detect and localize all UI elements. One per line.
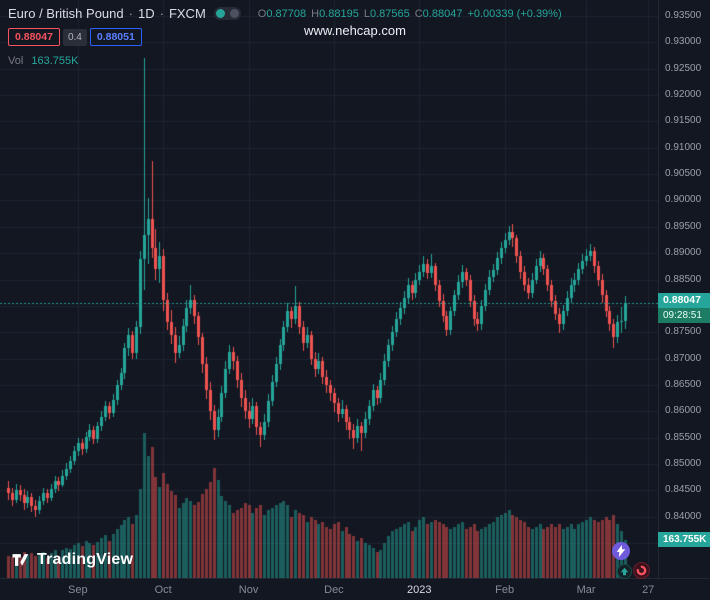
candlestick-chart-canvas[interactable] xyxy=(0,0,658,578)
volume-label[interactable]: Vol xyxy=(8,55,24,67)
price-tick-label: 0.85000 xyxy=(665,457,702,469)
price-tick-label: 0.90000 xyxy=(665,194,702,206)
price-axis[interactable]: 0.93500 0.93000 0.92500 0.92000 0.91500 0.910… xyxy=(658,0,710,578)
volume-value: 163.755K xyxy=(31,55,79,67)
time-tick-label: Oct xyxy=(154,584,172,596)
price-tick-label: 0.93000 xyxy=(665,36,702,48)
time-tick-label: 27 xyxy=(642,584,655,596)
ohlc-values: O0.87708 H0.88195 L0.87565 C0.88047 +0.0… xyxy=(258,8,562,20)
price-tick-label: 0.84000 xyxy=(665,510,702,522)
high-label: H xyxy=(311,7,320,20)
separator-dot: · xyxy=(159,6,164,21)
tradingview-logo-text: TradingView xyxy=(37,551,134,568)
tradingview-glyph-icon xyxy=(12,554,29,566)
time-tick-label: 2023 xyxy=(407,584,432,596)
chart-legend: Euro / British Pound · 1D · FXCM O0.8770… xyxy=(8,6,562,67)
sell-button[interactable]: 0.88047 xyxy=(8,28,60,46)
interval-label[interactable]: 1D xyxy=(137,6,155,21)
low-label: L xyxy=(363,7,370,20)
price-tick-label: 0.85500 xyxy=(665,431,702,443)
watermark-link[interactable]: www.nehcap.com xyxy=(304,23,406,38)
status-dot-on-icon xyxy=(215,9,225,18)
price-tick-label: 0.89000 xyxy=(665,247,702,259)
price-tick-label: 0.93500 xyxy=(665,10,702,21)
market-status-toggle[interactable] xyxy=(213,7,241,20)
buy-button[interactable]: 0.88051 xyxy=(89,28,142,46)
price-tick-label: 0.87500 xyxy=(665,326,702,338)
boost-button[interactable] xyxy=(612,542,630,560)
volume-row: Vol 163.755K xyxy=(8,55,562,67)
price-tick-label: 0.91000 xyxy=(665,141,702,153)
symbol-title[interactable]: Euro / British Pound xyxy=(8,6,124,21)
time-tick-label: Mar xyxy=(576,584,596,596)
lightning-icon xyxy=(616,545,626,557)
price-tick-label: 0.84500 xyxy=(665,484,702,496)
price-tick-label: 0.91500 xyxy=(665,115,702,127)
donut-chart-icon xyxy=(636,565,647,576)
open-value: 0.87708 xyxy=(266,7,307,20)
high-value: 0.88195 xyxy=(319,7,359,20)
low-value: 0.87565 xyxy=(369,7,410,20)
price-tick-label: 0.89500 xyxy=(665,220,702,232)
last-price-tag: 0.88047 09:28:51 xyxy=(658,293,710,324)
bear-reaction-button[interactable] xyxy=(633,562,650,579)
close-label: C xyxy=(414,7,423,20)
status-dot-off-icon xyxy=(229,9,239,18)
time-tick-label: Nov xyxy=(238,584,259,596)
open-label: O xyxy=(257,7,267,20)
price-tick-label: 0.87000 xyxy=(665,352,702,364)
last-price-value: 0.88047 xyxy=(658,293,710,309)
separator-dot: · xyxy=(128,6,133,21)
time-axis[interactable]: Sep Oct Nov Dec 2023 Feb Mar 27 xyxy=(0,578,710,600)
price-tick-label: 0.92500 xyxy=(665,62,702,74)
bull-reaction-button[interactable] xyxy=(617,564,632,579)
time-tick-label: Sep xyxy=(68,584,88,596)
bid-ask-row: 0.88047 0.4 0.88051 xyxy=(8,28,562,46)
price-tick-label: 0.92000 xyxy=(665,89,702,101)
bar-countdown: 09:28:51 xyxy=(658,308,710,324)
price-tick-label: 0.88500 xyxy=(665,273,702,285)
price-tick-label: 0.86500 xyxy=(665,378,702,390)
exchange-label[interactable]: FXCM xyxy=(168,6,206,21)
change-value: +0.00339 (+0.39%) xyxy=(467,7,562,20)
time-tick-label: Feb xyxy=(495,584,515,596)
price-tick-label: 0.86000 xyxy=(665,405,702,417)
price-tick-label: 0.90500 xyxy=(665,168,702,180)
last-volume-tag: 163.755K xyxy=(658,531,710,547)
time-tick-label: Dec xyxy=(324,584,344,596)
arrow-up-icon xyxy=(620,567,629,576)
spread-value: 0.4 xyxy=(62,28,87,46)
tradingview-logo[interactable]: TradingView xyxy=(10,550,133,570)
symbol-row: Euro / British Pound · 1D · FXCM O0.8770… xyxy=(8,6,562,21)
close-value: 0.88047 xyxy=(422,7,463,20)
